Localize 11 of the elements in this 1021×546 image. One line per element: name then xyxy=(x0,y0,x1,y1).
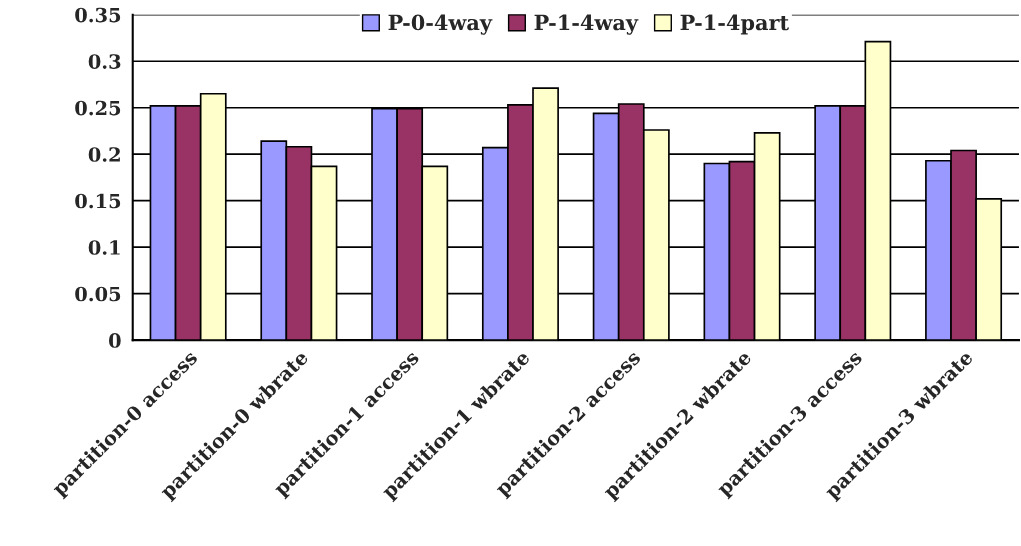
legend-label: P-1-4way xyxy=(534,14,639,35)
y-tick-label: 0.15 xyxy=(75,193,121,209)
y-tick-label: 0 xyxy=(109,333,121,348)
legend-label: P-0-4way xyxy=(388,14,493,35)
legend-label: P-1-4part xyxy=(680,14,789,35)
y-tick-label: 0.2 xyxy=(88,147,120,162)
y-tick-label: 0.25 xyxy=(75,100,121,116)
y-tick-label: 0.1 xyxy=(88,240,120,255)
y-tick-label: 0.3 xyxy=(88,54,121,69)
y-tick-label: 0.35 xyxy=(75,7,121,23)
y-tick-label: 0.05 xyxy=(75,286,121,302)
